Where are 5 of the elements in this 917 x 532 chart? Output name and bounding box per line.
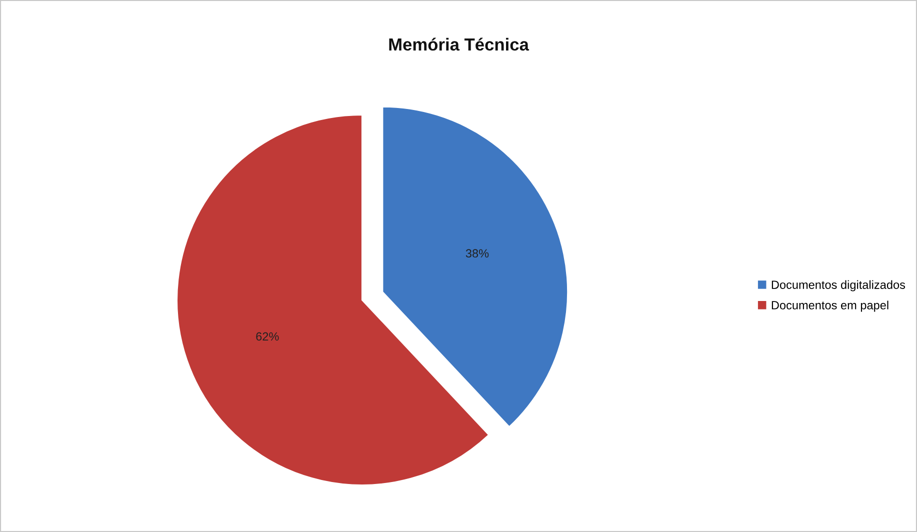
legend-label: Documentos digitalizados	[772, 280, 906, 292]
data-label: 38%	[466, 249, 489, 258]
legend-label: Documentos em papel	[772, 300, 888, 312]
data-label: 62%	[256, 332, 279, 341]
chart-title: Memória Técnica	[389, 38, 530, 51]
